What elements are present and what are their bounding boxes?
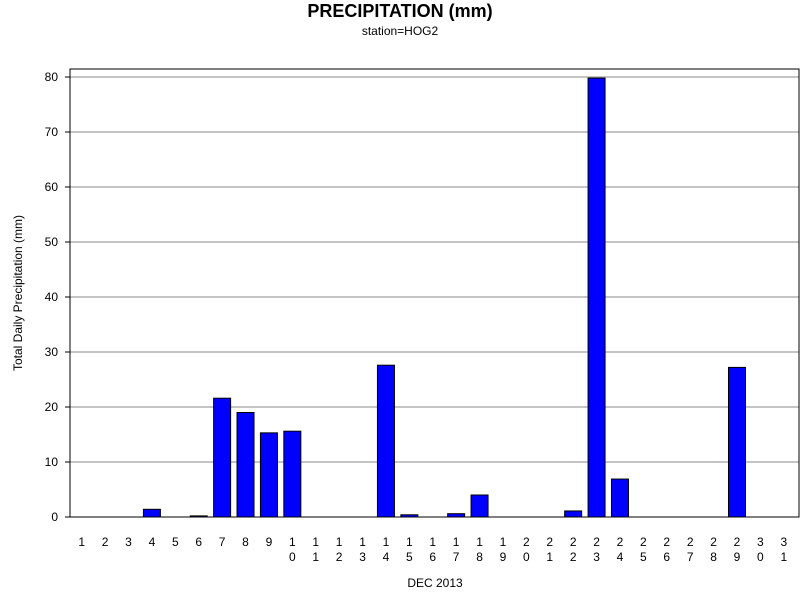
x-tick-label: 6 [195,535,202,549]
x-tick-label: 4 [617,550,624,564]
x-axis-ticks: 1 2 3 4 5 6 7 8 9 1011121314151617181920212223242… [78,535,787,564]
x-tick-label: 3 [780,535,787,549]
x-tick-label: 3 [125,535,132,549]
x-tick-label: 2 [546,535,553,549]
x-tick-label: 9 [734,550,741,564]
bar [236,412,255,518]
x-tick-label: 0 [289,550,296,564]
x-tick-label: 1 [359,535,366,549]
x-tick-label: 9 [500,550,507,564]
x-tick-label: 2 [640,535,647,549]
x-tick-label: 2 [593,535,600,549]
y-tick-label: 40 [45,290,59,304]
x-tick-label: 2 [523,535,530,549]
bar [564,510,583,518]
x-tick-label: 7 [687,550,694,564]
x-tick-label: 4 [149,535,156,549]
chart-subtitle: station=HOG2 [362,24,439,38]
bar [213,397,232,518]
x-tick-label: 1 [476,535,483,549]
x-tick-label: 2 [687,535,694,549]
bar [142,508,161,518]
x-tick-label: 1 [78,535,85,549]
x-tick-label: 5 [406,550,413,564]
x-tick-label: 0 [757,550,764,564]
chart-title: PRECIPITATION (mm) [307,1,492,21]
x-tick-label: 1 [500,535,507,549]
bars [142,77,746,518]
bar [283,430,302,518]
y-tick-label: 10 [45,455,59,469]
x-tick-label: 2 [336,550,343,564]
x-tick-label: 1 [546,550,553,564]
x-tick-label: 8 [242,535,249,549]
bar [376,364,395,518]
y-axis-ticks: 0 10 20 30 40 50 60 70 80 [45,70,70,524]
x-tick-label: 9 [266,535,273,549]
x-tick-label: 1 [780,550,787,564]
x-tick-label: 8 [476,550,483,564]
x-tick-label: 5 [172,535,179,549]
y-tick-label: 80 [45,70,59,84]
x-tick-label: 1 [289,535,296,549]
x-tick-label: 2 [663,535,670,549]
x-tick-label: 2 [734,535,741,549]
y-tick-label: 70 [45,125,59,139]
bar [610,478,629,518]
x-axis-label: DEC 2013 [407,576,463,590]
x-tick-label: 8 [710,550,717,564]
x-tick-label: 5 [640,550,647,564]
y-axis-label: Total Daily Precipitation (mm) [11,215,25,371]
bar [587,77,606,518]
plot-frame [69,68,800,518]
x-tick-label: 1 [336,535,343,549]
bar [727,366,746,518]
x-tick-label: 3 [757,535,764,549]
bar [470,494,489,518]
x-tick-label: 1 [453,535,460,549]
x-tick-label: 7 [453,550,460,564]
x-tick-label: 1 [312,550,319,564]
x-tick-label: 1 [429,535,436,549]
x-tick-label: 2 [570,535,577,549]
y-tick-label: 20 [45,400,59,414]
x-tick-label: 3 [359,550,366,564]
x-tick-label: 0 [523,550,530,564]
x-tick-label: 1 [406,535,413,549]
bar [259,432,278,518]
x-tick-label: 6 [429,550,436,564]
x-tick-label: 4 [383,550,390,564]
y-tick-label: 0 [51,510,58,524]
y-tick-label: 50 [45,235,59,249]
x-tick-label: 2 [570,550,577,564]
y-tick-label: 60 [45,180,59,194]
x-tick-label: 6 [663,550,670,564]
y-tick-label: 30 [45,345,59,359]
x-tick-label: 2 [710,535,717,549]
x-tick-label: 1 [383,535,390,549]
x-tick-label: 1 [312,535,319,549]
x-tick-label: 2 [102,535,109,549]
x-tick-label: 2 [617,535,624,549]
x-tick-label: 3 [593,550,600,564]
gridlines [70,76,799,463]
x-tick-label: 7 [219,535,226,549]
